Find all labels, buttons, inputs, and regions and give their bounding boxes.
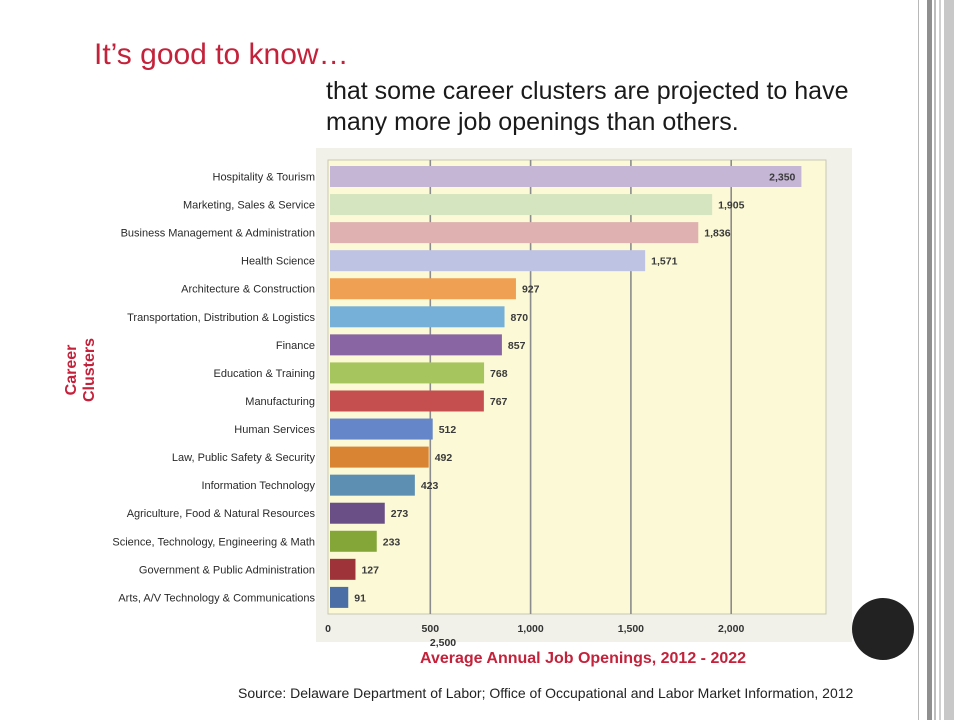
value-label: 768: [490, 368, 508, 380]
category-label: Science, Technology, Engineering & Math: [112, 536, 315, 548]
bar: [330, 362, 485, 384]
category-label: Business Management & Administration: [121, 228, 315, 240]
x-tick-label: 0: [325, 623, 331, 635]
x-tick-label: 2,500: [430, 637, 456, 649]
x-tick-label: 1,500: [618, 623, 644, 635]
category-labels: Hospitality & Tourism Marketing, Sales & …: [112, 172, 315, 605]
bar: [330, 558, 356, 580]
value-label: 127: [361, 564, 379, 576]
bar: [330, 474, 415, 496]
category-label: Marketing, Sales & Service: [183, 200, 315, 212]
bar: [330, 334, 502, 356]
value-label: 870: [511, 312, 529, 324]
category-label: Finance: [276, 340, 315, 352]
category-label: Human Services: [234, 424, 315, 436]
category-label: Agriculture, Food & Natural Resources: [127, 508, 316, 520]
y-axis-title: Career Clusters: [63, 337, 98, 403]
category-label: Arts, A/V Technology & Communications: [118, 592, 315, 604]
x-tick-label: 500: [422, 623, 440, 635]
value-labels: 2,350 1,905 1,836 1,571 927 870 857 768 767 512 49…: [354, 172, 795, 605]
bar: [330, 166, 802, 187]
decorative-circle: [852, 598, 914, 660]
value-label: 1,571: [651, 256, 677, 268]
category-label: Transportation, Distribution & Logistics: [127, 312, 315, 324]
bar: [330, 306, 505, 328]
slide-border-decoration: [918, 0, 960, 720]
category-label: Health Science: [241, 256, 315, 268]
value-label: 512: [439, 424, 457, 436]
bar: [330, 502, 385, 524]
value-label: 492: [435, 452, 453, 464]
category-label: Education & Training: [213, 368, 315, 380]
source-note: Source: Delaware Department of Labor; Of…: [238, 685, 854, 701]
bar: [330, 390, 484, 412]
x-tick-label: 1,000: [517, 623, 543, 635]
slide-headline: It’s good to know…: [94, 38, 349, 71]
slide-subline: that some career clusters are projected …: [326, 77, 849, 136]
category-label: Manufacturing: [245, 396, 315, 408]
value-label: 767: [490, 396, 508, 408]
category-label: Information Technology: [201, 480, 315, 492]
x-tick-labels: 0 500 1,000 1,500 2,000 2,500: [325, 623, 744, 649]
bar: [330, 446, 429, 468]
bar: [330, 194, 713, 216]
value-label: 927: [522, 284, 540, 296]
category-label: Law, Public Safety & Security: [172, 452, 316, 464]
value-label: 91: [354, 592, 366, 604]
value-label: 2,350: [769, 172, 795, 184]
value-label: 233: [383, 536, 401, 548]
bar: [330, 530, 377, 552]
x-axis-title: Average Annual Job Openings, 2012 - 2022: [420, 650, 747, 667]
category-label: Hospitality & Tourism: [213, 172, 316, 184]
value-label: 857: [508, 340, 526, 352]
value-label: 273: [391, 508, 409, 520]
x-tick-label: 2,000: [718, 623, 744, 635]
bar: [330, 418, 433, 440]
bar: [330, 586, 349, 608]
value-label: 1,905: [718, 200, 744, 212]
bar: [330, 250, 646, 272]
category-label: Government & Public Administration: [139, 564, 315, 576]
bar: [330, 278, 516, 300]
value-label: 423: [421, 480, 439, 492]
bars: [330, 166, 802, 608]
value-label: 1,836: [704, 228, 730, 240]
bar: [330, 222, 699, 244]
category-label: Architecture & Construction: [181, 284, 315, 296]
